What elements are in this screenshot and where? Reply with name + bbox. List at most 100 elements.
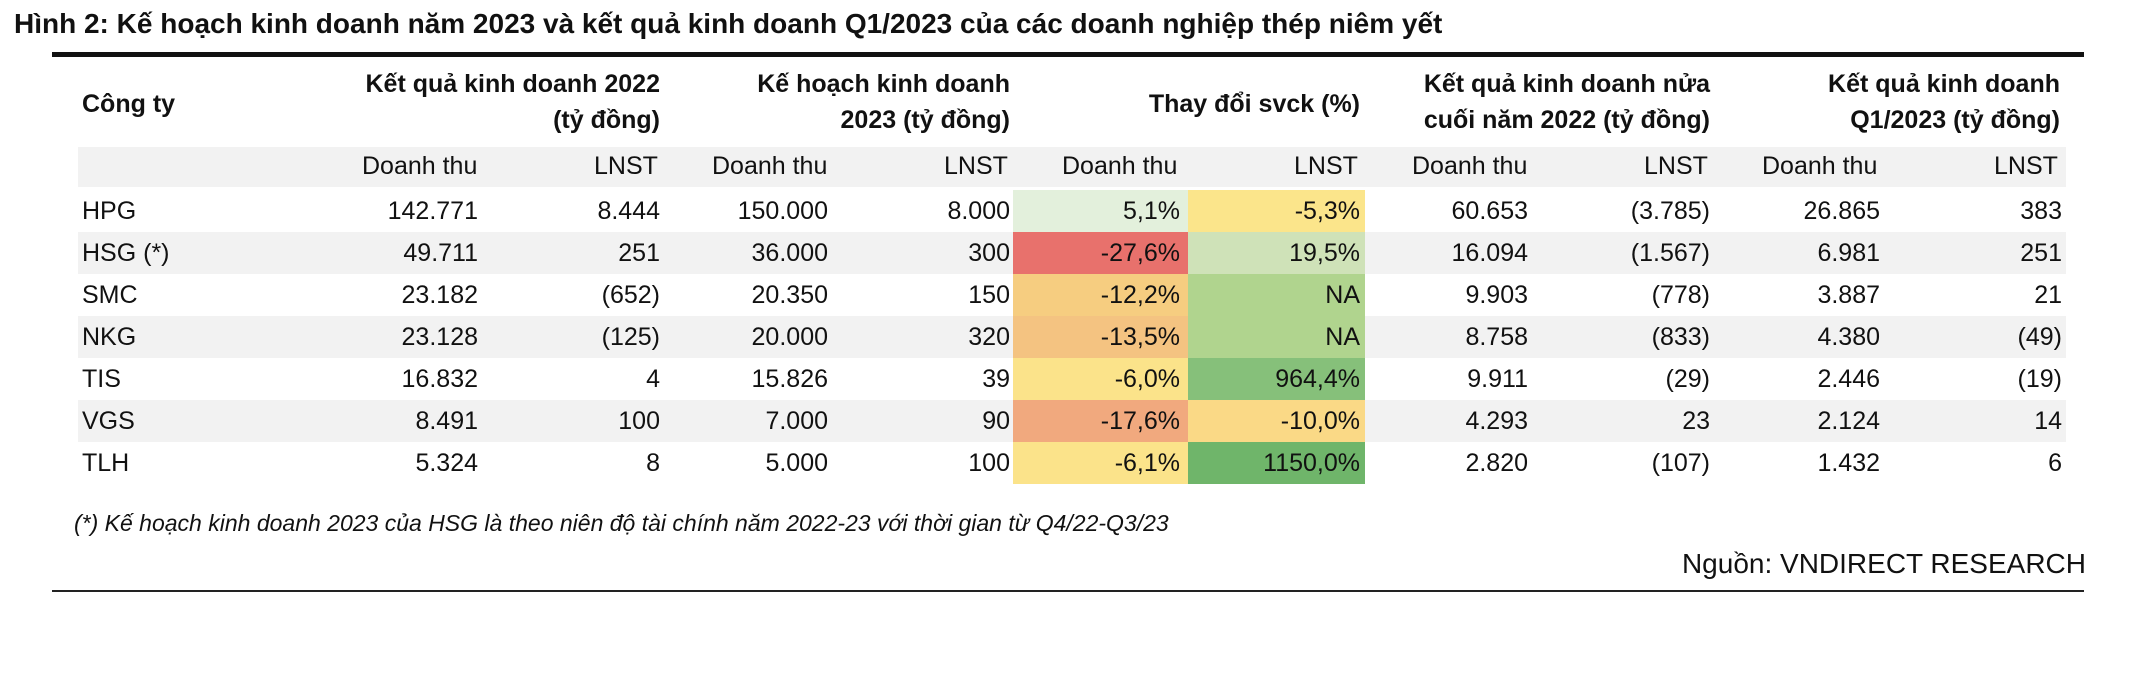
table-cell: 3.887: [1817, 281, 1880, 309]
subheader-lnst: LNST: [1644, 152, 1708, 180]
source-note: Nguồn: VNDIRECT RESEARCH: [1681, 548, 2086, 579]
group-header-line2: cuối năm 2022 (tỷ đồng): [1423, 106, 1710, 134]
table-cell: 4.293: [1465, 407, 1528, 435]
table-cell: 4: [646, 365, 660, 393]
table-cell: -6,1%: [1114, 449, 1180, 477]
heatmap-cell: [1013, 274, 1188, 316]
table-cell: 251: [618, 239, 660, 267]
subheader-doanh-thu: Doanh thu: [1412, 152, 1528, 180]
group-header-q1-2023: Kết quả kinh doanh Q1/2023 (tỷ đồng): [1710, 66, 2060, 138]
heatmap-cell: [1013, 190, 1188, 232]
group-header-line1: Thay đổi svck (%): [1148, 90, 1360, 118]
table-cell: -27,6%: [1100, 239, 1180, 267]
top-rule: [52, 52, 2084, 57]
table-cell: (29): [1665, 365, 1710, 393]
group-header-line2: 2023 (tỷ đồng): [840, 106, 1010, 134]
table-cell: 1150,0%: [1263, 449, 1360, 477]
group-header-kh-2023: Kế hoạch kinh doanh 2023 (tỷ đồng): [660, 66, 1010, 138]
table-cell: 23.128: [401, 323, 478, 351]
table-cell: 142.771: [387, 197, 478, 225]
heatmap-cell: [1013, 232, 1188, 274]
table-cell: (833): [1651, 323, 1710, 351]
subheader-doanh-thu: Doanh thu: [1062, 152, 1178, 180]
group-header-line2: Q1/2023 (tỷ đồng): [1850, 106, 2060, 134]
heatmap-cell: [1188, 316, 1365, 358]
table-cell: (1.567): [1630, 239, 1710, 267]
table-cell: 9.903: [1465, 281, 1528, 309]
group-header-line1: Kết quả kinh doanh: [1828, 70, 2060, 98]
table-cell: 23: [1682, 407, 1710, 435]
table-cell: NA: [1325, 281, 1360, 309]
table-cell: 21: [2034, 281, 2062, 309]
table-cell: 5,1%: [1123, 197, 1180, 225]
table-cell: 26.865: [1803, 197, 1880, 225]
heatmap-cell: [1188, 400, 1365, 442]
table-cell: 36.000: [751, 239, 828, 267]
group-header-nua-cuoi-2022: Kết quả kinh doanh nửa cuối năm 2022 (tỷ…: [1360, 66, 1710, 138]
table-cell: -12,2%: [1100, 281, 1180, 309]
table-cell: 2.820: [1465, 449, 1528, 477]
group-header-thay-doi: Thay đổi svck (%): [1010, 86, 1360, 122]
company-cell: HSG (*): [82, 239, 170, 267]
table-cell: (652): [601, 281, 660, 309]
table-cell: 19,5%: [1289, 239, 1360, 267]
table-cell: 2.124: [1817, 407, 1880, 435]
table-cell: 7.000: [765, 407, 828, 435]
table-cell: 8.491: [415, 407, 478, 435]
table-cell: 300: [968, 239, 1010, 267]
group-header-line1: Kết quả kinh doanh 2022: [365, 70, 660, 98]
company-cell: TIS: [82, 365, 121, 393]
table-cell: NA: [1325, 323, 1360, 351]
company-cell: VGS: [82, 407, 135, 435]
company-cell: TLH: [82, 449, 130, 477]
table-cell: 8.758: [1465, 323, 1528, 351]
footnote: (*) Kế hoạch kinh doanh 2023 của HSG là …: [74, 510, 1169, 536]
table-cell: 49.711: [403, 239, 478, 267]
heatmap-cell: [1188, 358, 1365, 400]
group-header-line1: Kết quả kinh doanh nửa: [1423, 70, 1710, 98]
table-cell: 16.094: [1451, 239, 1528, 267]
group-header-line1: Kế hoạch kinh doanh: [757, 70, 1010, 98]
company-cell: HPG: [82, 197, 137, 225]
table-cell: 251: [2020, 239, 2062, 267]
table-cell: 6.981: [1817, 239, 1880, 267]
figure-title: Hình 2: Kế hoạch kinh doanh năm 2023 và …: [14, 8, 1443, 39]
table-cell: 100: [968, 449, 1010, 477]
table-cell: (49): [2017, 323, 2062, 351]
group-header-line2: (tỷ đồng): [553, 106, 660, 134]
table-cell: 1.432: [1817, 449, 1880, 477]
subheader-doanh-thu: Doanh thu: [362, 152, 478, 180]
table-cell: (3.785): [1630, 197, 1710, 225]
table-cell: 4.380: [1817, 323, 1880, 351]
table-cell: 90: [982, 407, 1010, 435]
table-cell: (125): [601, 323, 660, 351]
table-cell: 5.000: [765, 449, 828, 477]
company-cell: SMC: [82, 281, 138, 309]
table-cell: 60.653: [1451, 197, 1528, 225]
table-cell: 964,4%: [1275, 365, 1360, 393]
table-cell: (19): [2017, 365, 2062, 393]
table-cell: 6: [2048, 449, 2062, 477]
table-cell: 100: [618, 407, 660, 435]
table-cell: 8: [646, 449, 660, 477]
table-cell: -6,0%: [1114, 365, 1180, 393]
table-cell: 9.911: [1467, 365, 1528, 393]
subheader-lnst: LNST: [594, 152, 658, 180]
table-cell: 16.832: [401, 365, 478, 393]
table-cell: 14: [2034, 407, 2062, 435]
subheader-doanh-thu: Doanh thu: [1762, 152, 1878, 180]
table-cell: (778): [1651, 281, 1710, 309]
table-cell: 5.324: [415, 449, 478, 477]
table-cell: 150.000: [737, 197, 828, 225]
heatmap-cell: [1188, 232, 1365, 274]
table-cell: 20.000: [751, 323, 828, 351]
table-cell: 320: [968, 323, 1010, 351]
subheader-lnst: LNST: [1994, 152, 2058, 180]
table-cell: -10,0%: [1280, 407, 1360, 435]
company-cell: NKG: [82, 323, 137, 351]
table-cell: -17,6%: [1100, 407, 1180, 435]
heatmap-cell: [1188, 442, 1365, 484]
subheader-lnst: LNST: [944, 152, 1008, 180]
bottom-rule: [52, 590, 2084, 592]
table-cell: 150: [968, 281, 1010, 309]
